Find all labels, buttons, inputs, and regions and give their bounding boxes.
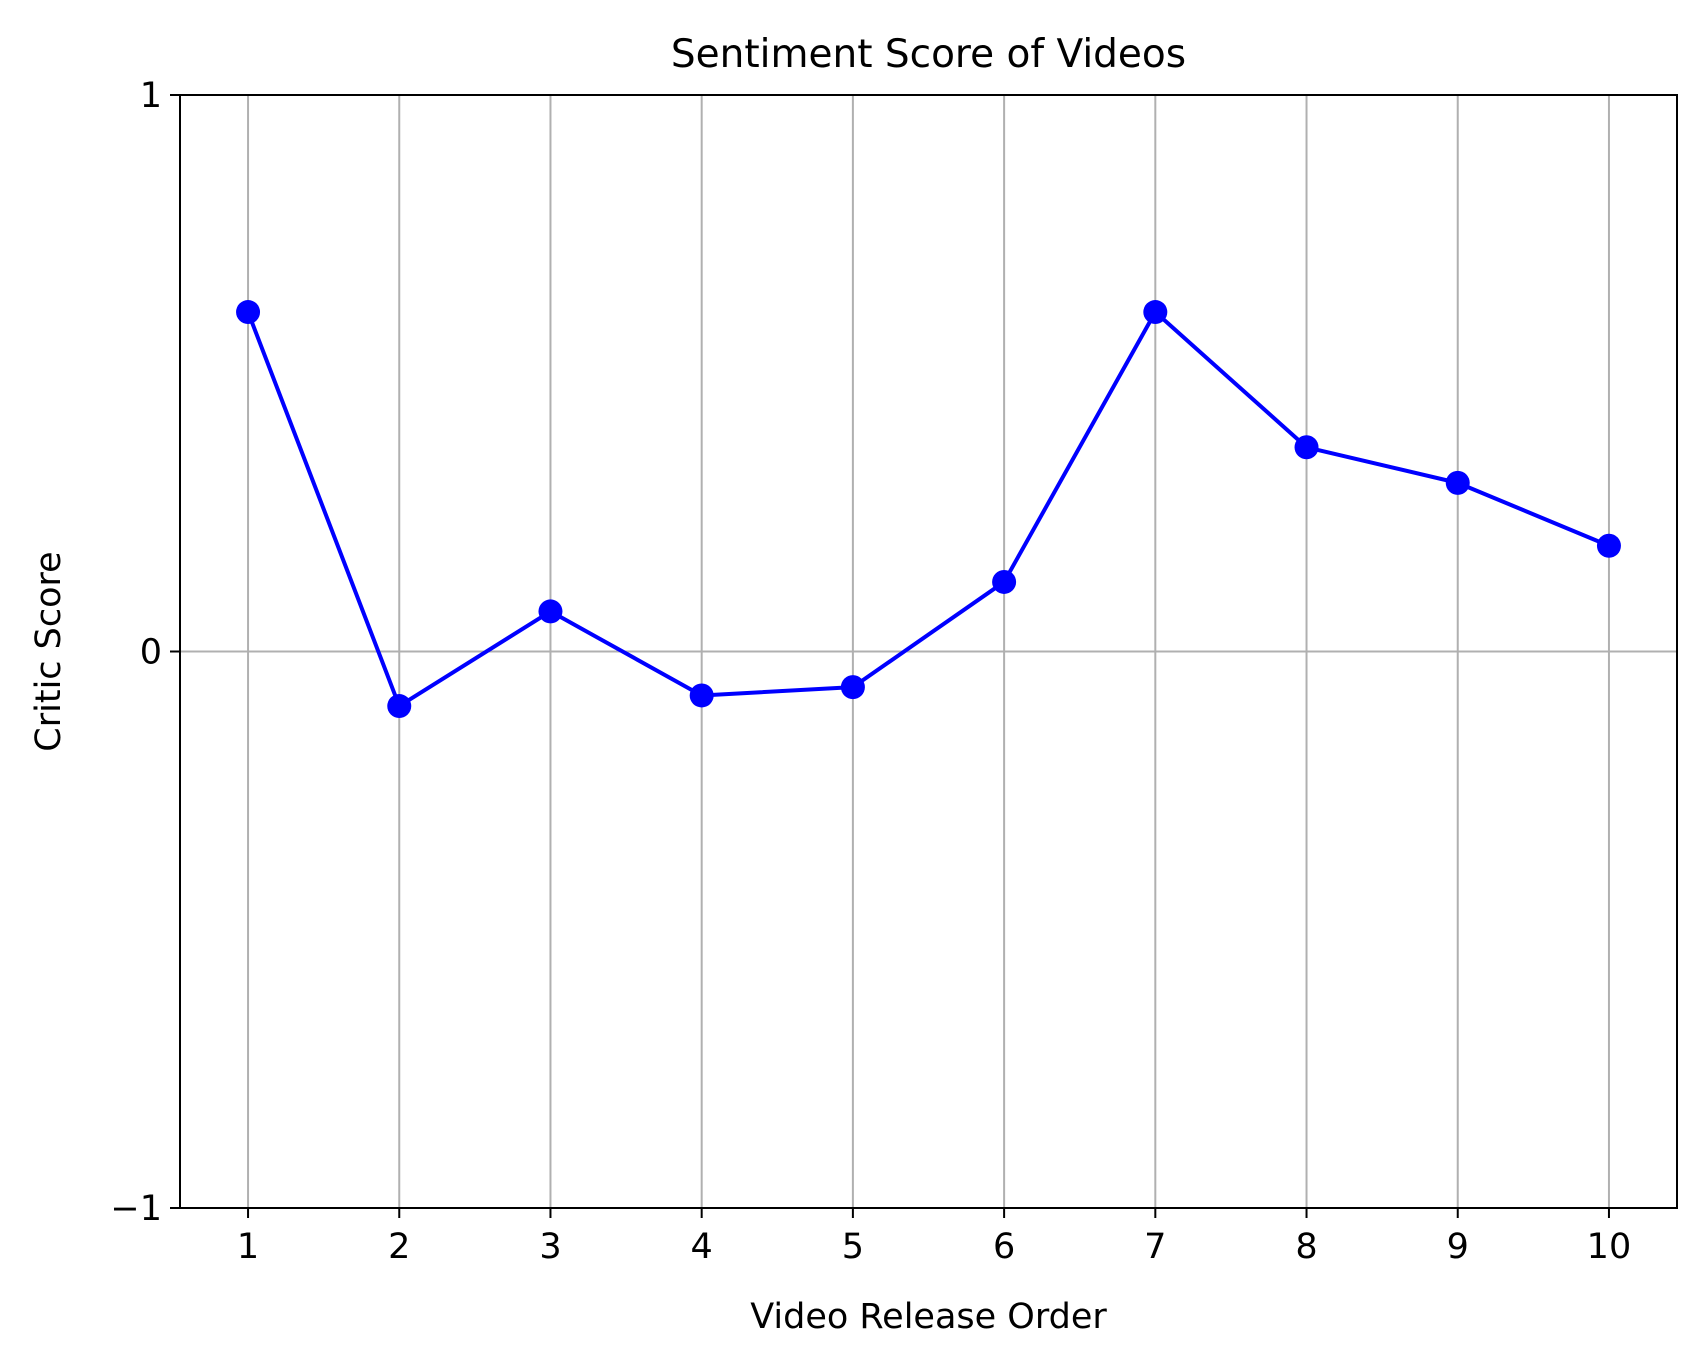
- chart-title: Sentiment Score of Videos: [671, 32, 1186, 77]
- y-tick-label: 1: [140, 76, 162, 116]
- x-tick-label: 6: [993, 1227, 1015, 1267]
- series-line: [246, 310, 1610, 709]
- data-point: [236, 300, 261, 325]
- data-point: [840, 675, 865, 700]
- x-tick-label: 10: [1587, 1227, 1632, 1267]
- data-point: [387, 694, 412, 719]
- y-tick-label: −1: [110, 1189, 162, 1229]
- y-tick-label: 0: [140, 633, 162, 673]
- y-axis-label: Critic Score: [29, 551, 69, 751]
- tick-layer: 1 2 3 4 5 6 7 8 9 10 −1 0 1: [110, 76, 1631, 1267]
- data-point: [538, 599, 563, 624]
- x-tick-label: 1: [237, 1227, 259, 1267]
- data-point: [1596, 533, 1621, 558]
- data-point: [1294, 435, 1319, 460]
- x-tick-label: 2: [388, 1227, 410, 1267]
- x-tick-label: 9: [1447, 1227, 1469, 1267]
- series-layer: [236, 300, 1621, 719]
- data-point: [1143, 300, 1168, 325]
- x-axis-label: Video Release Order: [750, 1297, 1107, 1337]
- data-point: [992, 569, 1017, 594]
- x-tick-label: 4: [691, 1227, 713, 1267]
- x-tick-label: 3: [539, 1227, 561, 1267]
- x-tick-label: 7: [1144, 1227, 1166, 1267]
- data-point: [1445, 470, 1470, 495]
- x-tick-label: 5: [842, 1227, 864, 1267]
- data-point: [689, 683, 714, 708]
- x-tick-label: 8: [1295, 1227, 1317, 1267]
